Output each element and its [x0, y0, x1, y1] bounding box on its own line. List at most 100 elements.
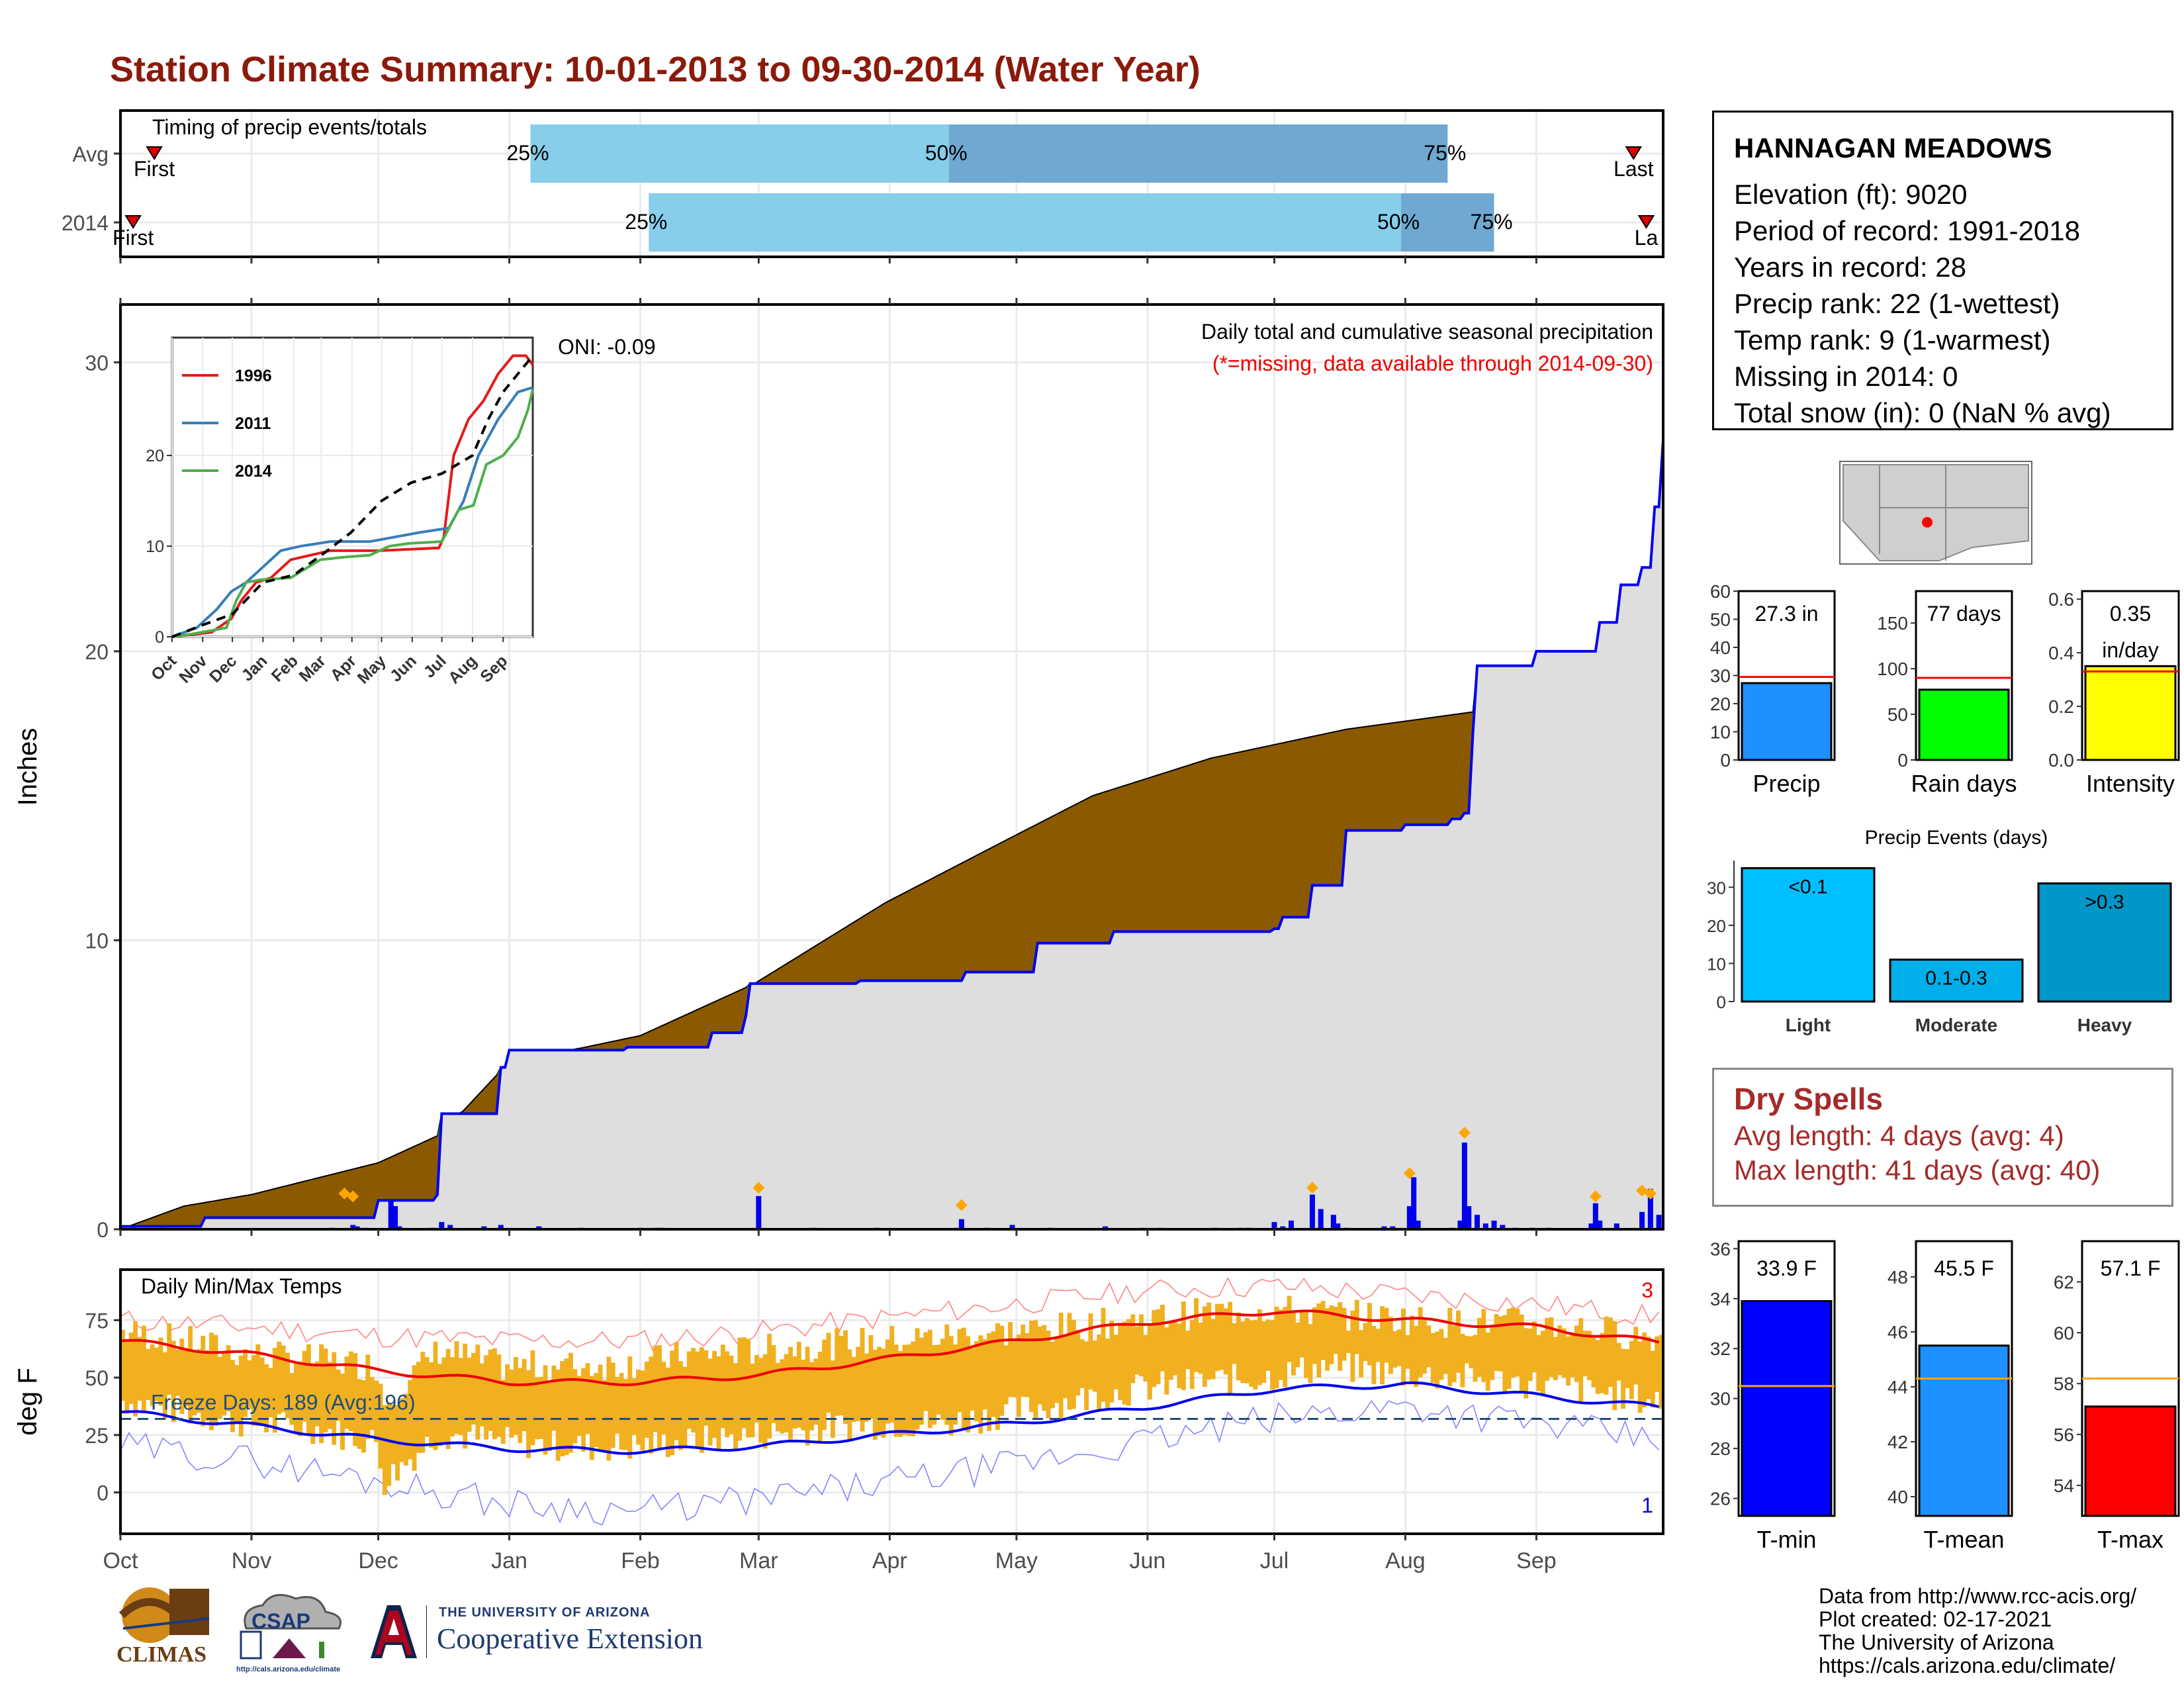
- temps-daily-bar: [403, 1393, 408, 1466]
- csap-logo-text: CSAP: [251, 1609, 310, 1633]
- temps-daily-bar: [877, 1346, 882, 1436]
- temps-daily-bar: [686, 1351, 692, 1429]
- timing-first-marker: [124, 215, 142, 229]
- temps-daily-bar: [1375, 1329, 1381, 1362]
- temps-daily-bar: [454, 1341, 459, 1434]
- temps-daily-bar: [1469, 1336, 1474, 1369]
- temps-daily-bar: [247, 1360, 252, 1409]
- temps-daily-bar: [906, 1344, 911, 1436]
- temps-daily-bar: [120, 1329, 125, 1401]
- temps-title: Daily Min/Max Temps: [141, 1274, 341, 1298]
- precip-season-line: [120, 440, 1664, 1228]
- temps-daily-bar: [1561, 1328, 1567, 1378]
- temps-x-tick-label: Dec: [358, 1548, 398, 1573]
- events-bar-label: 0.1-0.3: [1925, 968, 1987, 990]
- temps-daily-bar: [792, 1356, 797, 1429]
- temps-daily-bar: [1430, 1333, 1435, 1383]
- temps-daily-bar: [183, 1348, 189, 1407]
- temps-daily-bar: [1621, 1348, 1626, 1409]
- temps-daily-bar: [1578, 1318, 1584, 1402]
- temps-daily-bar: [1422, 1319, 1427, 1374]
- temps-daily-bar: [539, 1376, 544, 1439]
- temps-daily-bar: [712, 1350, 717, 1438]
- precip-daily-bar: [1500, 1225, 1506, 1229]
- temps-daily-bar: [995, 1323, 1000, 1430]
- temps-daily-bar: [1265, 1319, 1271, 1371]
- temps-daily-bar: [665, 1367, 670, 1458]
- temps-daily-bar: [513, 1357, 518, 1435]
- temps-daily-bar: [374, 1380, 379, 1442]
- temps-daily-bar: [1088, 1313, 1093, 1390]
- temps-daily-bar: [1016, 1335, 1021, 1417]
- temps-daily-bar: [217, 1356, 222, 1419]
- temps-daily-bar: [222, 1352, 227, 1416]
- precip-daily-bar: [536, 1226, 542, 1229]
- temps-daily-bar: [707, 1358, 713, 1446]
- temps-daily-bar: [1532, 1321, 1537, 1373]
- precip-daily-bar: [481, 1226, 487, 1229]
- tmin-value-label: 33.9 F: [1756, 1256, 1817, 1280]
- precip-y-tick-label: 30: [85, 351, 109, 375]
- precip-subtitle: (*=missing, data available through 2014-…: [1212, 352, 1653, 375]
- temps-x-tick-label: May: [995, 1548, 1038, 1573]
- temps-daily-bar: [729, 1355, 734, 1434]
- temps-daily-bar: [306, 1344, 311, 1436]
- temps-daily-bar: [255, 1344, 261, 1427]
- temps-daily-bar: [741, 1337, 747, 1429]
- temps-daily-bar: [1223, 1308, 1228, 1375]
- temps-daily-bar: [361, 1380, 366, 1453]
- temps-daily-bar: [1506, 1308, 1512, 1389]
- temps-daily-bar: [327, 1362, 332, 1429]
- precip-marker: [1644, 1187, 1657, 1199]
- temps-daily-bar: [1029, 1321, 1034, 1412]
- temps-daily-bar: [568, 1352, 573, 1453]
- temps-daily-bar: [978, 1335, 983, 1434]
- temps-daily-bar: [1143, 1335, 1148, 1382]
- events-bar-label: >0.3: [2085, 892, 2124, 914]
- temps-daily-bar: [999, 1325, 1005, 1416]
- station-temp-rank: Temp rank: 9 (1-warmest): [1734, 324, 2051, 355]
- temps-daily-bar: [1342, 1307, 1347, 1361]
- timing-row-label: 2014: [62, 211, 109, 235]
- intensity-value-label: 0.35: [2110, 602, 2151, 626]
- temps-daily-bar: [463, 1343, 468, 1449]
- tmin-category-label: T-min: [1757, 1526, 1817, 1553]
- temps-daily-bar: [314, 1361, 320, 1427]
- temps-daily-bar: [1363, 1323, 1368, 1362]
- temps-daily-bar: [691, 1348, 696, 1433]
- temps-daily-bar: [467, 1357, 472, 1432]
- temps-daily-bar: [758, 1358, 764, 1443]
- precip-daily-bar: [396, 1226, 402, 1229]
- temps-daily-bar: [767, 1333, 772, 1439]
- temps-daily-bar: [771, 1345, 776, 1423]
- precip-daily-bar: [1271, 1222, 1277, 1229]
- tmin-y-tick-label: 34: [1710, 1289, 1731, 1309]
- tmean-y-tick-label: 44: [1888, 1377, 1908, 1397]
- temps-daily-bar: [678, 1361, 683, 1450]
- temps-daily-bar: [851, 1357, 856, 1423]
- dry-spells-avg: Avg length: 4 days (avg: 4): [1734, 1120, 2064, 1151]
- temps-daily-bar: [1633, 1327, 1639, 1385]
- temps-daily-bar: [302, 1350, 307, 1422]
- temps-y-tick-label: 0: [97, 1481, 109, 1505]
- temps-x-tick-label: Jan: [491, 1548, 527, 1573]
- temps-daily-bar: [585, 1363, 590, 1434]
- temps-daily-bar: [813, 1358, 819, 1425]
- temps-daily-bar: [927, 1329, 933, 1429]
- temps-x-tick-label: Mar: [739, 1548, 778, 1573]
- temps-daily-bar: [1540, 1331, 1545, 1397]
- precip-daily-bar: [756, 1196, 762, 1229]
- page-title: Station Climate Summary: 10-01-2013 to 0…: [110, 50, 1201, 89]
- temps-daily-bar: [775, 1362, 780, 1432]
- precip-daily-bar: [354, 1226, 360, 1229]
- precip-daily-bar: [1406, 1206, 1412, 1229]
- temps-daily-bar: [1545, 1317, 1550, 1381]
- temps-daily-bar: [1130, 1314, 1136, 1383]
- rain_days-y-tick-label: 0: [1897, 750, 1908, 771]
- tmean-y-tick-label: 48: [1888, 1267, 1908, 1288]
- station-period: Period of record: 1991-2018: [1734, 215, 2081, 246]
- temps-daily-bar: [1308, 1324, 1313, 1383]
- precip_total-y-tick-label: 10: [1710, 722, 1731, 743]
- temps-daily-bar: [1443, 1337, 1448, 1374]
- temps-daily-bar: [1616, 1342, 1621, 1381]
